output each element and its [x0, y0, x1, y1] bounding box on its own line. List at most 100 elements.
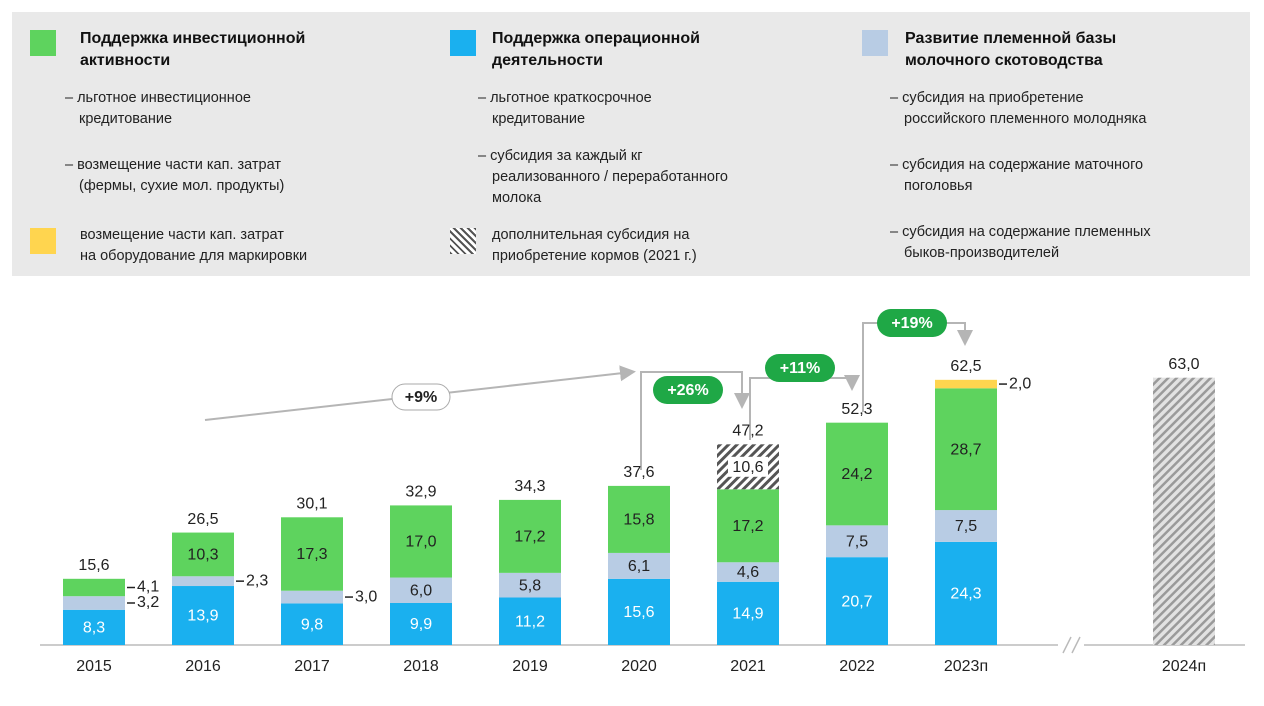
legend-label: дополнительная субсидия на приобретение …	[492, 227, 697, 264]
annotation: +19%	[891, 315, 932, 332]
annotation-pill	[391, 383, 451, 411]
bar	[1153, 377, 1215, 645]
annotation: +26%	[667, 382, 708, 399]
legend-note: – льготное инвестиционное кредитование	[65, 90, 251, 127]
data-label: 9,8	[301, 616, 323, 633]
x-tick-label: 2024п	[1162, 658, 1206, 675]
bar-segment	[935, 541, 997, 645]
legend-label: Развитие племенной базы молочного скотов…	[905, 30, 1117, 69]
total-label: 47,2	[732, 423, 763, 440]
x-tick-label: 2017	[294, 658, 330, 675]
bar-segment	[608, 485, 670, 553]
bar-segment	[499, 572, 561, 598]
x-tick-label: 2022	[839, 658, 875, 675]
legend-swatch	[30, 30, 56, 56]
legend-panel: Поддержка операционной деятельности – льг…	[12, 12, 1250, 276]
bar-segment	[499, 499, 561, 573]
connector	[640, 371, 750, 470]
total-label: 26,5	[187, 511, 218, 528]
x-tick-label: 2020	[621, 658, 657, 675]
bar-segment	[826, 557, 888, 645]
legend-label: Поддержка операционной деятельности	[492, 30, 700, 69]
annotation: +9%	[405, 389, 437, 406]
bar-segment	[499, 597, 561, 645]
annotation-pill	[653, 376, 723, 404]
legend-swatch	[862, 30, 888, 56]
bar-segment	[826, 422, 888, 526]
axis-break	[1071, 636, 1081, 654]
label-bg	[728, 456, 768, 477]
data-label: 3,0	[355, 588, 377, 605]
x-tick-label: 2018	[403, 658, 439, 675]
data-label: 8,3	[83, 620, 105, 637]
x-tick-label: 2023п	[944, 658, 988, 675]
total-label: 62,5	[950, 358, 981, 375]
legend-note: – возмещение части кап. затрат (фермы, с…	[65, 157, 285, 194]
legend-note: – субсидия за каждый кг реализованного /…	[478, 148, 728, 206]
total-label: 34,3	[514, 478, 545, 495]
data-label: 7,5	[955, 518, 977, 535]
data-label: 17,3	[296, 546, 327, 563]
x-tick-label: 2016	[185, 658, 221, 675]
legend-note: – льготное краткосрочное кредитование	[478, 90, 652, 127]
data-label: 24,2	[841, 466, 872, 483]
total-label: 52,3	[841, 401, 872, 418]
bar-segment	[63, 596, 125, 610]
data-label: 28,7	[950, 441, 981, 458]
data-label: 11,2	[515, 613, 545, 630]
data-label: 17,2	[514, 529, 545, 546]
bar-segment	[935, 388, 997, 511]
bar-segment	[935, 510, 997, 542]
data-label: 5,8	[519, 577, 541, 594]
bar-segment	[717, 562, 779, 582]
data-label: 15,8	[623, 512, 654, 529]
data-label: 17,0	[405, 534, 436, 551]
bar-segment	[717, 581, 779, 645]
data-label: 3,2	[137, 594, 159, 611]
total-label: 30,1	[296, 496, 327, 513]
data-label: 4,6	[737, 564, 759, 581]
bar-segment	[390, 577, 452, 603]
bar-segment	[63, 578, 125, 597]
bar-segment	[608, 578, 670, 645]
data-label: 7,5	[846, 533, 868, 550]
data-label: 9,9	[410, 616, 432, 633]
data-label: 15,6	[623, 604, 654, 621]
bar-segment	[717, 489, 779, 563]
bar-segment	[63, 609, 125, 645]
legend-note: – субсидия на приобретение российского п…	[890, 90, 1147, 127]
annotation: +11%	[780, 360, 820, 377]
bar-segment	[390, 505, 452, 578]
bar-segment	[172, 586, 234, 645]
bar-segment	[390, 602, 452, 645]
annotation-pill	[765, 354, 835, 382]
annotation-pill	[877, 309, 947, 337]
data-label: 10,6	[732, 459, 763, 476]
legend-label: возмещение части кап. затрат на оборудов…	[80, 227, 308, 264]
total-label: 37,6	[623, 464, 654, 481]
data-label: 10,3	[187, 547, 218, 564]
data-label: 4,1	[137, 579, 159, 596]
legend-note: – субсидия на содержание маточного погол…	[890, 157, 1144, 194]
data-label: 2,0	[1009, 375, 1031, 392]
axis-break	[1062, 636, 1072, 654]
bar-segment	[281, 603, 343, 645]
data-label: 2,3	[246, 572, 268, 589]
legend-note: – субсидия на содержание племенных быков…	[890, 224, 1151, 261]
bar-segment	[172, 576, 234, 587]
data-label: 14,9	[732, 606, 763, 623]
x-tick-label: 2021	[730, 658, 766, 675]
legend-label: Поддержка инвестиционной активности	[80, 30, 306, 69]
bar-segment	[608, 552, 670, 579]
bar-segment	[826, 525, 888, 558]
x-tick-label: 2015	[76, 658, 112, 675]
data-label: 17,2	[732, 518, 763, 535]
bar-segment	[935, 379, 997, 389]
data-label: 13,9	[187, 608, 218, 625]
total-label: 15,6	[78, 557, 109, 574]
total-label: 63,0	[1168, 356, 1199, 373]
total-label: 32,9	[405, 484, 436, 501]
bar-segment	[172, 532, 234, 577]
